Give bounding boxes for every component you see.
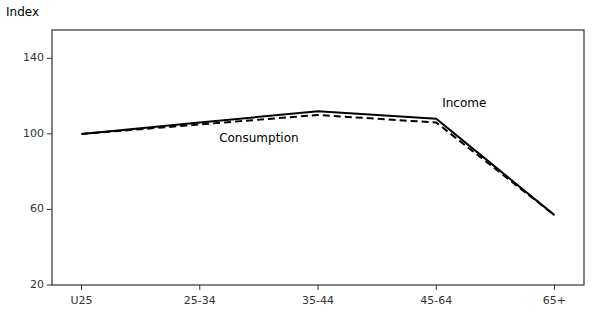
x-tick-label: 35-44 bbox=[302, 294, 334, 307]
line bbox=[82, 111, 555, 215]
x-tick bbox=[81, 285, 82, 290]
y-tick bbox=[47, 133, 52, 134]
y-axis-label: Index bbox=[6, 5, 39, 19]
y-tick-label: 60 bbox=[30, 202, 44, 215]
x-tick bbox=[199, 285, 200, 290]
series-label: Consumption bbox=[219, 131, 298, 145]
plot-area bbox=[82, 111, 555, 215]
y-tick-label: 140 bbox=[23, 51, 44, 64]
series-label: Income bbox=[442, 96, 486, 110]
y-tick bbox=[47, 58, 52, 59]
y-tick-label: 100 bbox=[23, 127, 44, 140]
plot-frame bbox=[52, 30, 584, 285]
y-tick-label: 20 bbox=[30, 278, 44, 291]
y-tick bbox=[47, 209, 52, 210]
x-tick-label: 45-64 bbox=[420, 294, 452, 307]
x-tick-label: 25-34 bbox=[184, 294, 216, 307]
chart-container: 20 60 100 140 U25 25-34 35-44 45-64 65+ Index Inco… bbox=[0, 0, 600, 317]
x-tick-label: 65+ bbox=[543, 294, 566, 307]
chart: 20 60 100 140 U25 25-34 35-44 45-64 65+ Index Inco… bbox=[0, 0, 600, 317]
x-tick bbox=[554, 285, 555, 290]
x-tick bbox=[436, 285, 437, 290]
x-tick bbox=[318, 285, 319, 290]
y-tick bbox=[47, 285, 52, 286]
x-tick-label: U25 bbox=[71, 294, 93, 307]
line bbox=[82, 115, 555, 215]
